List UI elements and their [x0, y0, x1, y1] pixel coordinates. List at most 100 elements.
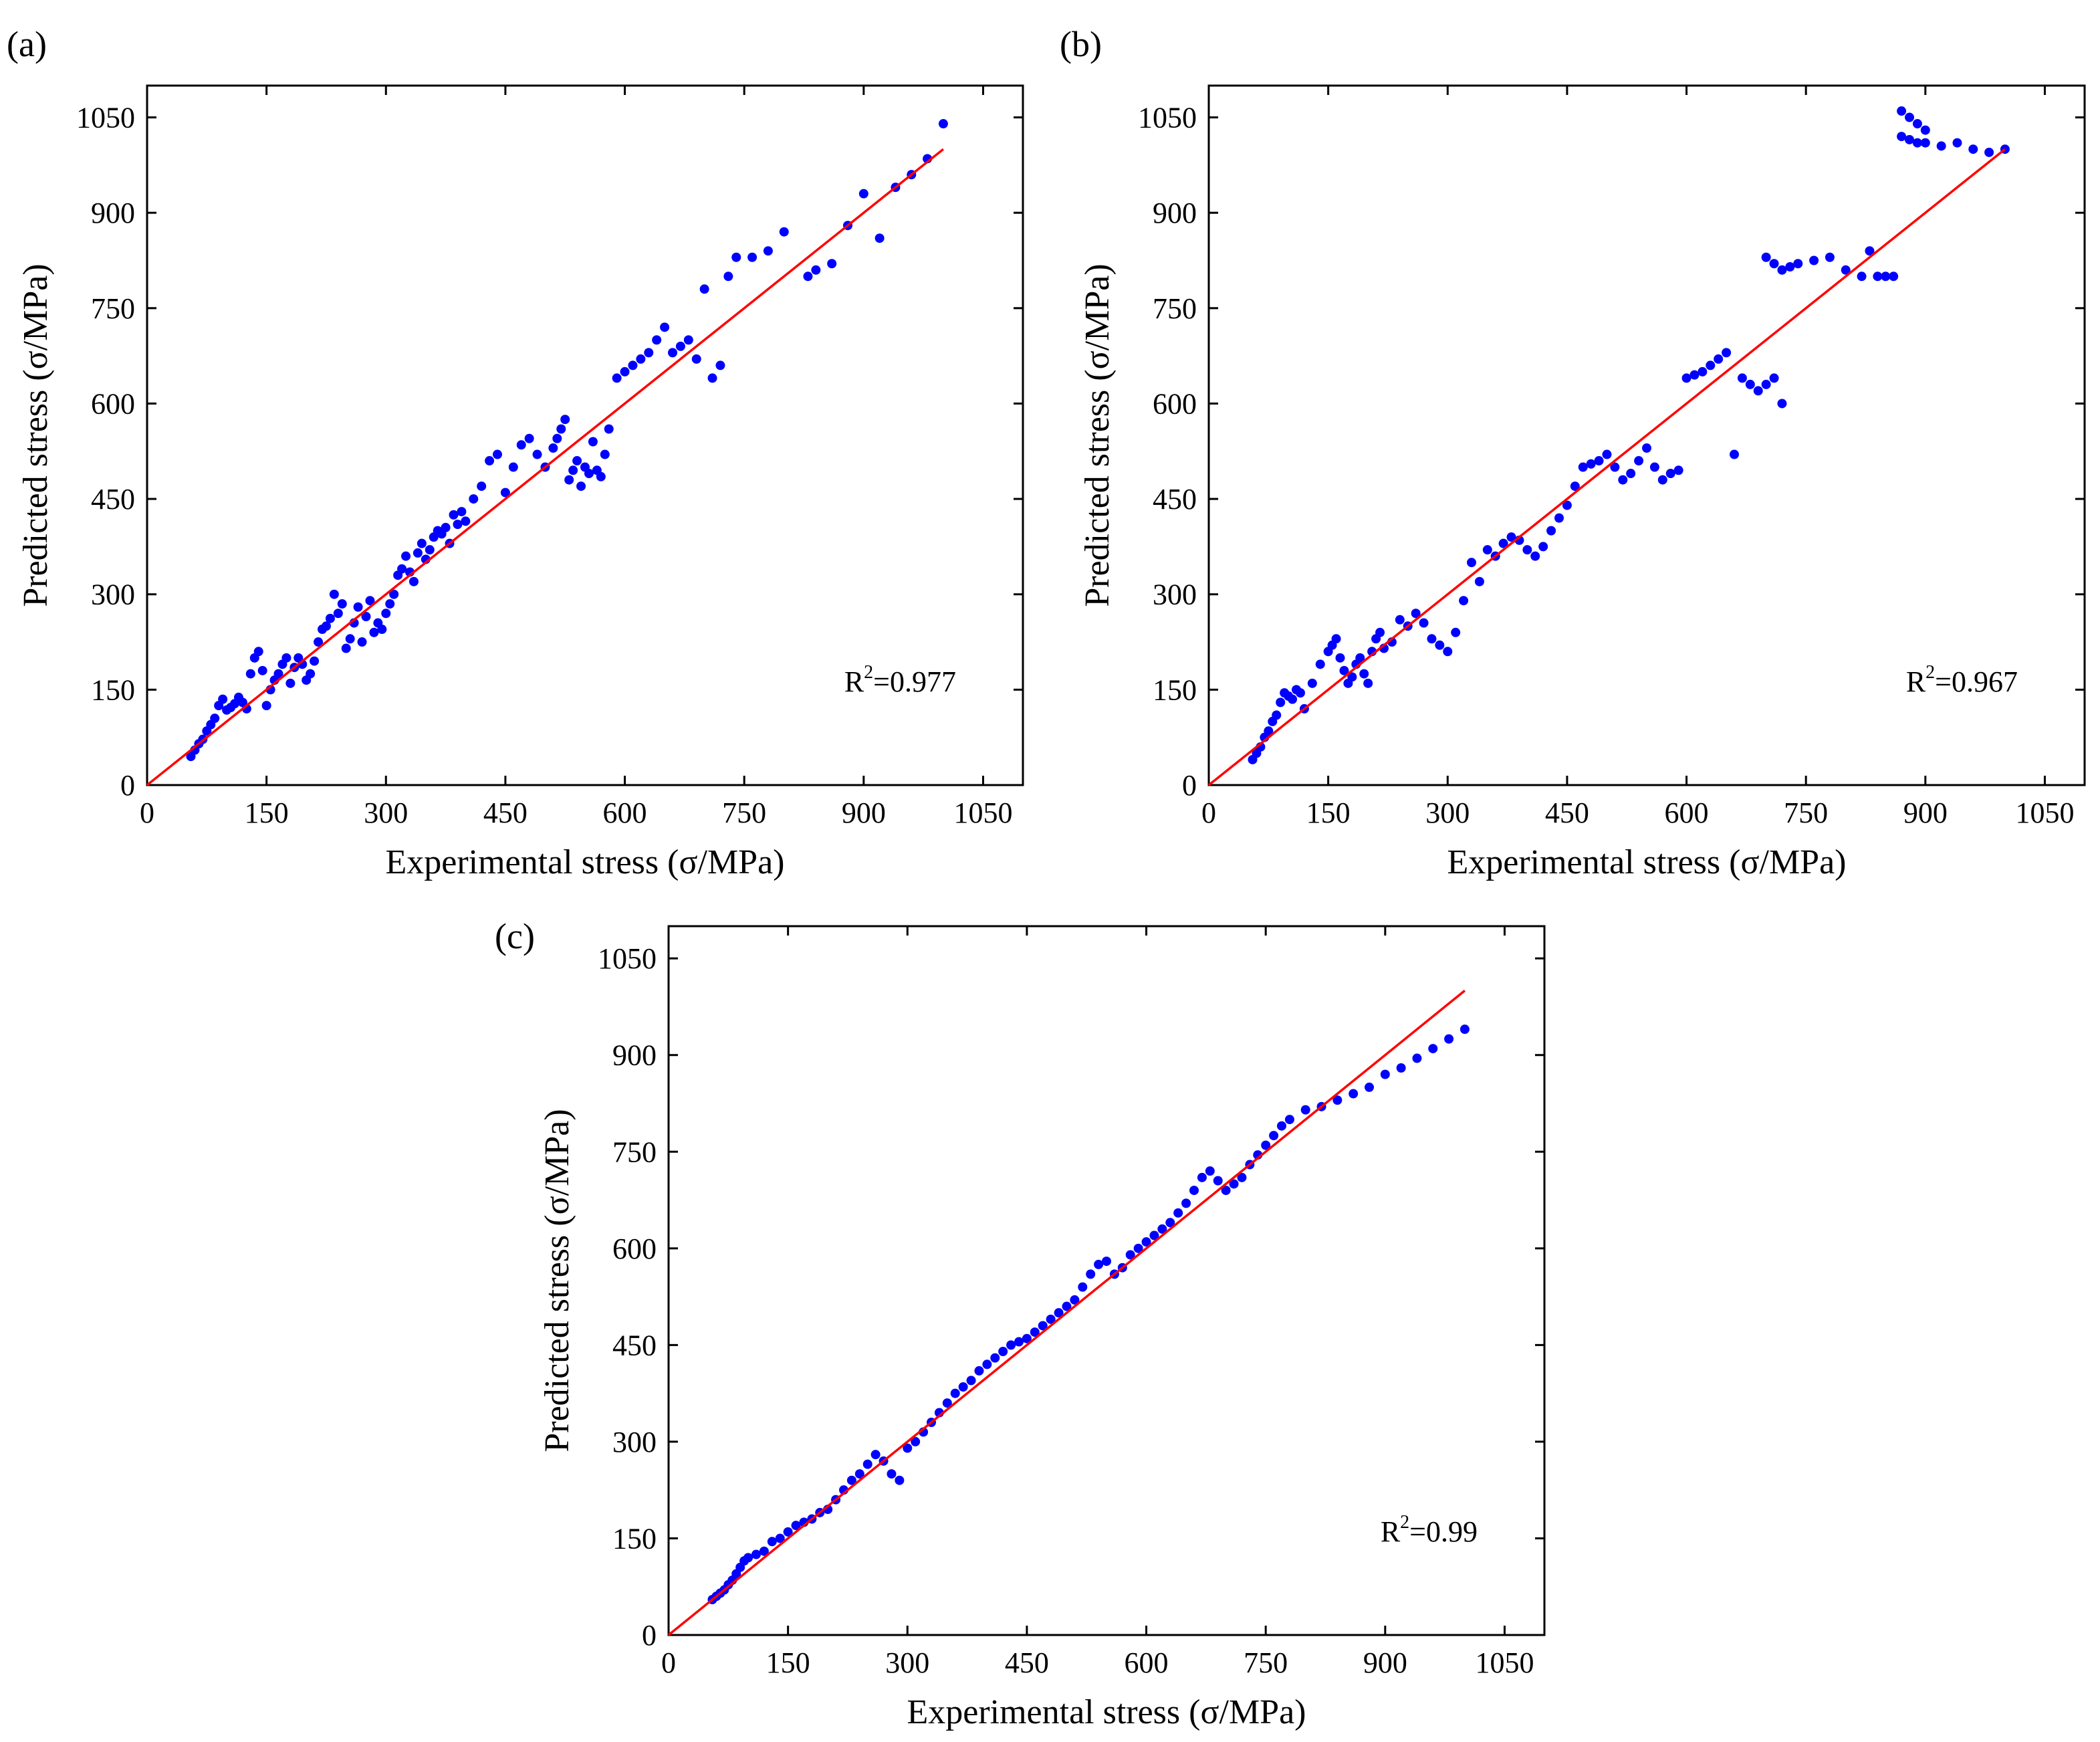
- scatter-point: [1578, 462, 1588, 472]
- scatter-point: [485, 456, 495, 466]
- scatter-point: [1363, 678, 1373, 688]
- scatter-point: [1761, 252, 1771, 262]
- scatter-point: [1769, 373, 1779, 383]
- scatter-point: [413, 548, 423, 558]
- scatter-point: [767, 1537, 777, 1547]
- plot-frame: [667, 925, 1546, 1636]
- scatter-point: [827, 259, 837, 269]
- scatter-point: [1335, 653, 1345, 663]
- scatter-point: [306, 669, 316, 679]
- reference-line-y-equals-x: [146, 148, 945, 786]
- scatter-point: [1825, 252, 1835, 262]
- scatter-point: [345, 634, 355, 644]
- scatter-point: [273, 669, 283, 679]
- scatter-point: [990, 1353, 1000, 1363]
- y-tick-label: 750: [612, 1135, 657, 1168]
- scatter-point: [1380, 1069, 1390, 1079]
- scatter-point: [314, 637, 324, 647]
- scatter-point: [1443, 647, 1453, 657]
- scatter-point: [811, 265, 821, 275]
- scatter-point: [1554, 513, 1564, 523]
- scatter-point: [803, 271, 813, 282]
- scatter-point: [560, 415, 570, 425]
- x-tick-label: 750: [1244, 1646, 1288, 1679]
- scatter-point: [1165, 1218, 1175, 1228]
- scatter-point: [1809, 255, 1819, 265]
- scatter-point: [600, 449, 610, 459]
- scatter-point: [1498, 538, 1508, 548]
- r-squared-superscript: 2: [864, 662, 873, 683]
- scatter-point: [261, 701, 271, 711]
- scatter-point: [1546, 526, 1556, 536]
- scatter-point: [353, 602, 363, 612]
- scatter-point: [1618, 475, 1628, 485]
- scatter-point: [1681, 373, 1691, 383]
- x-tick-label: 0: [140, 796, 154, 829]
- scatter-point: [1689, 370, 1700, 380]
- scatter-point: [329, 589, 339, 599]
- scatter-point: [1435, 640, 1445, 650]
- scatter-point: [1451, 627, 1461, 637]
- scatter-point: [1602, 449, 1612, 459]
- x-tick-label: 750: [1784, 796, 1828, 829]
- y-tick-label: 300: [91, 578, 135, 611]
- scatter-point: [1054, 1308, 1064, 1318]
- x-tick-label: 300: [364, 796, 408, 829]
- y-tick-label: 900: [1153, 197, 1197, 229]
- scatter-point: [1594, 456, 1604, 466]
- scatter-point: [775, 1533, 785, 1543]
- scatter-point: [1968, 144, 1978, 154]
- scatter-point: [982, 1359, 992, 1370]
- scatter-point: [564, 475, 574, 485]
- reference-line-y-equals-x: [1207, 148, 2006, 786]
- scatter-point: [1086, 1269, 1096, 1279]
- scatter-point: [1070, 1295, 1080, 1305]
- scatter-point: [1269, 1131, 1279, 1141]
- scatter-point: [365, 596, 375, 606]
- scatter-point: [1427, 634, 1437, 644]
- scatter-point: [1046, 1314, 1056, 1324]
- scatter-point: [1777, 265, 1787, 275]
- scatter-point: [1339, 665, 1349, 675]
- scatter-point: [285, 678, 296, 688]
- scatter-point: [1307, 678, 1317, 688]
- scatter-point: [281, 653, 291, 663]
- scatter-point: [974, 1366, 984, 1376]
- scatter-point: [1261, 1140, 1271, 1150]
- y-tick-label: 0: [642, 1619, 657, 1652]
- scatter-point: [1331, 634, 1341, 644]
- scatter-point: [377, 625, 387, 635]
- scatter-point: [938, 119, 948, 129]
- scatter-point: [699, 284, 709, 294]
- x-tick-label: 900: [1363, 1646, 1407, 1679]
- scatter-point: [1936, 141, 1946, 151]
- scatter-point: [1897, 132, 1907, 142]
- scatter-point: [1889, 271, 1899, 282]
- scatter-point: [245, 669, 255, 679]
- x-tick-label: 150: [766, 1646, 810, 1679]
- scatter-point: [1315, 659, 1325, 669]
- scatter-point: [1444, 1034, 1454, 1044]
- scatter-point: [1698, 366, 1708, 376]
- scatter-point: [887, 1469, 897, 1479]
- scatter-point: [895, 1475, 905, 1485]
- r-squared-annotation: R2=0.99: [1381, 1512, 1478, 1548]
- r-squared-superscript: 2: [1400, 1512, 1409, 1533]
- scatter-point: [389, 589, 399, 599]
- scatter-point: [751, 1549, 761, 1559]
- scatter-point: [1221, 1186, 1231, 1196]
- scatter-point: [1912, 138, 1922, 148]
- scatter-point: [683, 335, 693, 345]
- scatter-point: [516, 440, 526, 450]
- y-tick-label: 0: [1182, 769, 1197, 802]
- scatter-point: [596, 471, 606, 481]
- scatter-point: [846, 1475, 856, 1485]
- scatter-point: [668, 348, 677, 358]
- scatter-point: [461, 516, 471, 526]
- r-squared-annotation: R2=0.977: [844, 662, 956, 698]
- scatter-point: [731, 252, 741, 262]
- scatter-point: [1722, 348, 1732, 358]
- scatter-point: [707, 373, 717, 383]
- scatter-point: [620, 366, 630, 376]
